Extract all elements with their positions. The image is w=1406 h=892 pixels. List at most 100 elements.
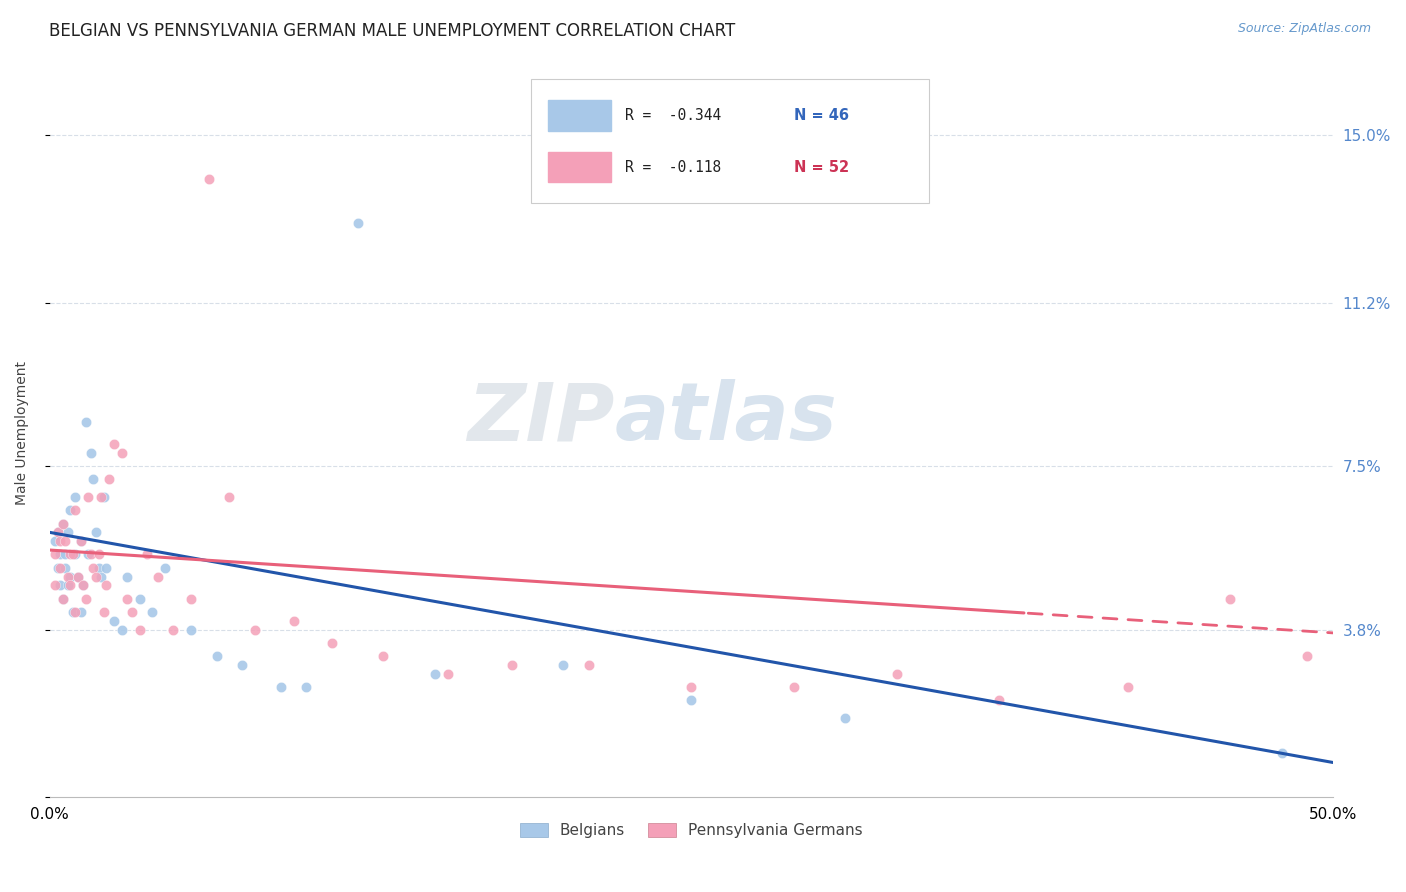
Point <box>69 534 91 549</box>
Point <box>77 490 100 504</box>
FancyBboxPatch shape <box>531 79 929 203</box>
Point <box>62 548 84 562</box>
Point <box>52 591 75 606</box>
FancyBboxPatch shape <box>548 101 610 131</box>
Point <box>141 605 163 619</box>
Point <box>205 649 228 664</box>
Point <box>52 591 75 606</box>
Point <box>321 636 343 650</box>
Point <box>1296 649 1319 664</box>
Point <box>80 446 103 460</box>
Point <box>53 534 76 549</box>
Point <box>59 503 82 517</box>
Point <box>136 548 159 562</box>
Point <box>681 680 703 694</box>
Point <box>65 490 87 504</box>
Point <box>56 525 79 540</box>
Point <box>77 548 100 562</box>
FancyBboxPatch shape <box>548 152 610 182</box>
Point <box>75 415 97 429</box>
Point <box>551 657 574 672</box>
Point <box>1116 680 1139 694</box>
Point <box>373 649 395 664</box>
Point <box>1219 591 1241 606</box>
Point <box>67 569 90 583</box>
Point <box>53 548 76 562</box>
Point <box>111 446 134 460</box>
Point <box>180 623 202 637</box>
Text: ZIP: ZIP <box>467 379 614 458</box>
Point <box>886 666 908 681</box>
Point <box>121 605 143 619</box>
Point <box>65 548 87 562</box>
Text: R =  -0.118: R = -0.118 <box>624 160 721 175</box>
Point <box>93 605 115 619</box>
Point <box>96 560 118 574</box>
Point <box>49 548 72 562</box>
Point <box>87 560 110 574</box>
Point <box>283 614 305 628</box>
Point <box>59 569 82 583</box>
Point <box>52 516 75 531</box>
Point <box>162 623 184 637</box>
Point <box>49 534 72 549</box>
Point <box>988 693 1011 707</box>
Point <box>97 472 120 486</box>
Point <box>198 172 221 186</box>
Point <box>82 560 104 574</box>
Point <box>56 578 79 592</box>
Point <box>96 578 118 592</box>
Point <box>270 680 292 694</box>
Point <box>65 605 87 619</box>
Y-axis label: Male Unemployment: Male Unemployment <box>15 361 30 505</box>
Point <box>69 534 91 549</box>
Point <box>128 623 150 637</box>
Point <box>243 623 266 637</box>
Point <box>59 548 82 562</box>
Point <box>44 578 66 592</box>
Text: N = 46: N = 46 <box>794 108 849 123</box>
Point <box>87 548 110 562</box>
Point <box>155 560 177 574</box>
Point <box>103 614 125 628</box>
Point <box>84 569 107 583</box>
Point <box>84 525 107 540</box>
Point <box>501 657 523 672</box>
Point <box>62 605 84 619</box>
Legend: Belgians, Pennsylvania Germans: Belgians, Pennsylvania Germans <box>515 817 869 845</box>
Point <box>115 591 138 606</box>
Point <box>834 711 856 725</box>
Point <box>90 490 112 504</box>
Point <box>65 503 87 517</box>
Point <box>46 560 69 574</box>
Point <box>231 657 253 672</box>
Point <box>49 578 72 592</box>
Point <box>423 666 446 681</box>
Point <box>72 578 94 592</box>
Point <box>1271 746 1294 760</box>
Point <box>46 525 69 540</box>
Point <box>80 548 103 562</box>
Text: Source: ZipAtlas.com: Source: ZipAtlas.com <box>1237 22 1371 36</box>
Point <box>67 569 90 583</box>
Text: BELGIAN VS PENNSYLVANIA GERMAN MALE UNEMPLOYMENT CORRELATION CHART: BELGIAN VS PENNSYLVANIA GERMAN MALE UNEM… <box>49 22 735 40</box>
Point <box>436 666 458 681</box>
Point <box>44 534 66 549</box>
Point <box>115 569 138 583</box>
Text: atlas: atlas <box>614 379 837 458</box>
Point <box>46 525 69 540</box>
Point <box>180 591 202 606</box>
Point <box>59 578 82 592</box>
Point <box>128 591 150 606</box>
Point <box>681 693 703 707</box>
Point <box>82 472 104 486</box>
Point <box>346 216 368 230</box>
Point <box>72 578 94 592</box>
Point <box>69 605 91 619</box>
Text: R =  -0.344: R = -0.344 <box>624 108 721 123</box>
Point <box>75 591 97 606</box>
Point <box>218 490 240 504</box>
Point <box>56 569 79 583</box>
Point <box>44 548 66 562</box>
Point <box>111 623 134 637</box>
